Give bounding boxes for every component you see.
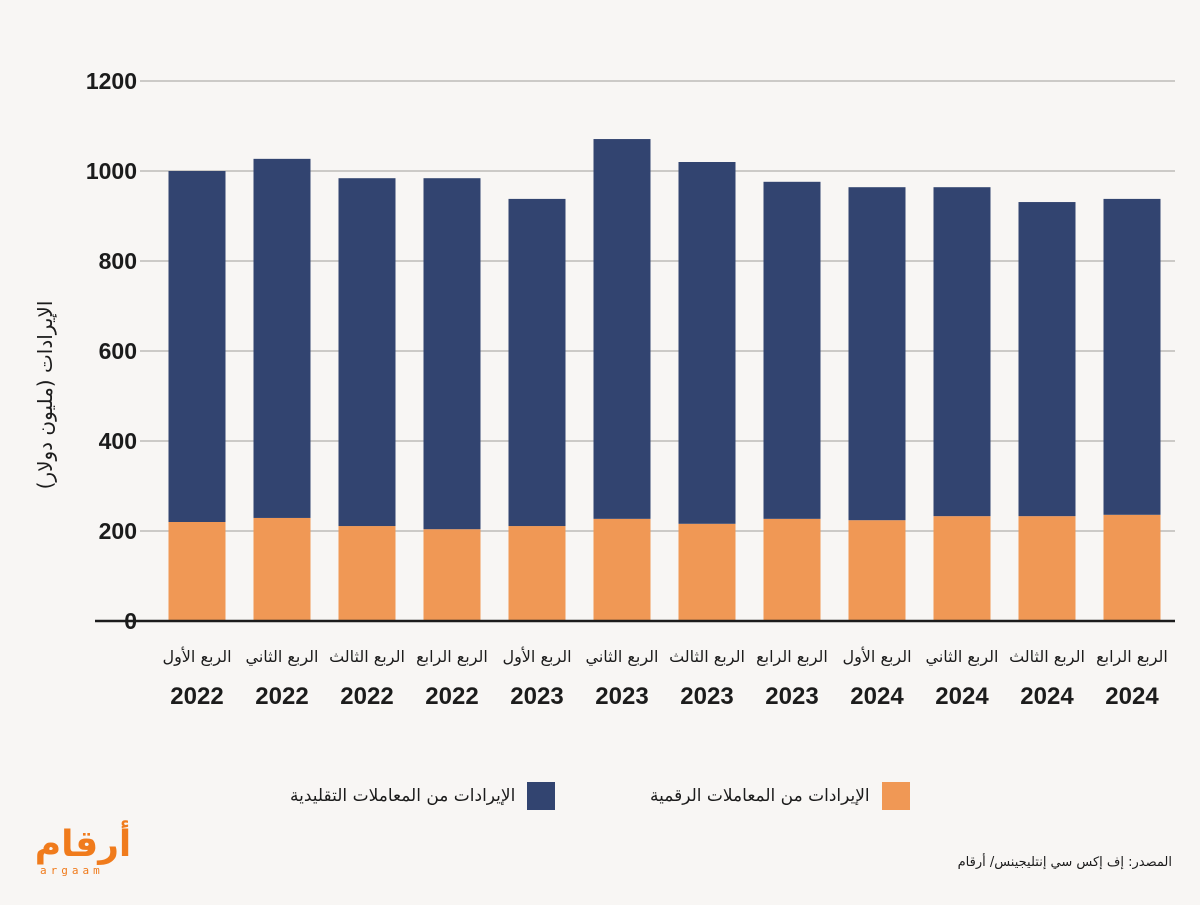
y-tick-label: 1200 bbox=[86, 68, 137, 94]
legend-swatch-digital bbox=[881, 782, 910, 810]
bar-traditional bbox=[763, 181, 821, 519]
argaam-logo: أرقام argaam bbox=[28, 824, 148, 880]
x-tick-year-label: 2024 bbox=[935, 683, 989, 710]
x-tick-quarter-label: الربع الثالث bbox=[1009, 647, 1085, 667]
bar-traditional bbox=[1103, 198, 1161, 515]
bar-traditional bbox=[508, 198, 566, 527]
y-tick-label: 1000 bbox=[86, 158, 137, 184]
x-tick-quarter-label: الربع الثالث bbox=[669, 647, 745, 667]
bar-digital bbox=[508, 526, 566, 621]
x-tick-quarter-label: الربع الثالث bbox=[329, 647, 405, 667]
x-tick-year-label: 2024 bbox=[1105, 683, 1159, 710]
x-tick-year-label: 2022 bbox=[340, 683, 393, 710]
bar-traditional bbox=[253, 158, 311, 518]
x-tick-labels: الربع الأول 2022 الربع الثاني 2022 الربع الث… bbox=[162, 646, 1167, 710]
x-tick-quarter-label: الربع الرابع bbox=[756, 647, 828, 667]
y-tick-label: 0 bbox=[124, 608, 137, 634]
x-tick-quarter-label: الربع الثاني bbox=[245, 647, 318, 667]
bar-digital bbox=[423, 529, 481, 621]
x-tick-year-label: 2022 bbox=[425, 683, 478, 710]
source-note: المصدر: إف إكس سي إنتليجينس/ أرقام bbox=[957, 855, 1172, 870]
y-axis-label: الإيرادات (مليون دولار) bbox=[33, 301, 57, 490]
bar-digital bbox=[678, 523, 736, 621]
x-tick-quarter-label: الربع الرابع bbox=[1096, 647, 1168, 667]
x-tick-quarter-label: الربع الأول bbox=[842, 646, 911, 667]
bar-traditional bbox=[678, 162, 736, 524]
y-tick-labels: 0 200 400 600 800 1000 1200 bbox=[86, 68, 137, 634]
bar-traditional bbox=[848, 187, 906, 521]
gridlines bbox=[140, 80, 1175, 532]
bar-traditional bbox=[423, 178, 481, 530]
bar-traditional bbox=[1018, 202, 1076, 517]
legend-label-traditional: الإيرادات من المعاملات التقليدية bbox=[290, 786, 516, 806]
x-tick-year-label: 2022 bbox=[255, 683, 308, 710]
y-tick-label: 400 bbox=[99, 428, 137, 454]
bar-digital bbox=[1018, 516, 1076, 621]
bar-digital bbox=[338, 526, 396, 621]
legend-label-digital: الإيرادات من المعاملات الرقمية bbox=[650, 786, 870, 806]
x-tick-quarter-label: الربع الأول bbox=[162, 646, 231, 667]
x-tick-year-label: 2023 bbox=[765, 683, 818, 710]
bar-digital bbox=[933, 516, 991, 621]
logo-latin-text: argaam bbox=[40, 864, 104, 877]
x-tick-quarter-label: الربع الثاني bbox=[925, 647, 998, 667]
x-tick-year-label: 2024 bbox=[1020, 683, 1074, 710]
y-tick-label: 200 bbox=[99, 518, 137, 544]
y-tick-label: 600 bbox=[99, 338, 137, 364]
x-tick-year-label: 2023 bbox=[680, 683, 733, 710]
x-tick-quarter-label: الربع الأول bbox=[502, 646, 571, 667]
y-tick-label: 800 bbox=[99, 248, 137, 274]
bar-digital bbox=[763, 518, 821, 621]
x-tick-quarter-label: الربع الرابع bbox=[416, 647, 488, 667]
logo-arabic-text: أرقام bbox=[34, 824, 132, 865]
legend-swatch-traditional bbox=[527, 782, 556, 810]
x-tick-year-label: 2022 bbox=[170, 683, 223, 710]
bar-traditional bbox=[933, 187, 991, 517]
bar-traditional bbox=[593, 139, 651, 519]
bar-traditional bbox=[338, 178, 396, 527]
bar-digital bbox=[168, 522, 226, 621]
bar-digital bbox=[593, 518, 651, 621]
bars bbox=[168, 139, 1161, 621]
legend-item-digital: الإيرادات من المعاملات الرقمية bbox=[650, 782, 910, 810]
x-tick-year-label: 2023 bbox=[595, 683, 648, 710]
x-tick-quarter-label: الربع الثاني bbox=[585, 647, 658, 667]
x-tick-year-label: 2024 bbox=[850, 683, 904, 710]
bar-traditional bbox=[168, 171, 226, 522]
bar-digital bbox=[253, 517, 311, 621]
x-tick-year-label: 2023 bbox=[510, 683, 563, 710]
bar-digital bbox=[1103, 514, 1161, 621]
bar-digital bbox=[848, 520, 906, 621]
legend-item-traditional: الإيرادات من المعاملات التقليدية bbox=[290, 782, 556, 810]
